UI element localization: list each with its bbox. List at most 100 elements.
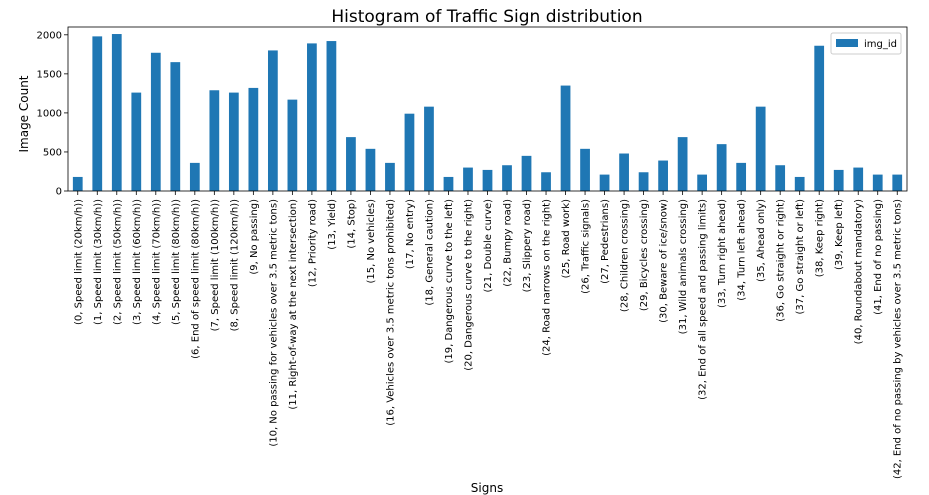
x-tick-label: (42, End of no passing by vehicles over … <box>893 199 904 479</box>
x-tick-label: (25, Road work) <box>561 199 572 278</box>
bar <box>365 148 376 191</box>
y-ticks-group: 0 500 1000 1500 2000 <box>37 30 68 198</box>
bar <box>267 50 278 191</box>
bar <box>814 45 825 191</box>
bar <box>853 167 864 191</box>
x-tick-label: (31, Wild animals crossing) <box>678 199 689 334</box>
bar <box>463 167 473 191</box>
y-tick-label: 1500 <box>37 69 62 80</box>
bar <box>560 85 571 191</box>
y-tick-label: 1000 <box>37 108 62 119</box>
bar <box>872 174 883 191</box>
bar <box>150 52 161 192</box>
bar <box>346 137 356 191</box>
x-tick-label: (33, Turn right ahead) <box>717 199 728 308</box>
x-axis-label: Signs <box>471 481 503 495</box>
bar <box>794 176 805 191</box>
bar <box>404 113 415 191</box>
bar <box>833 169 844 191</box>
x-tick-label: (10, No passing for vehicles over 3.5 me… <box>268 199 279 447</box>
bar <box>248 87 259 191</box>
x-tick-label: (38, Keep right) <box>815 199 826 277</box>
x-tick-label: (34, Turn left ahead) <box>737 199 748 301</box>
bar <box>638 172 649 191</box>
bar <box>541 172 551 191</box>
x-tick-label: (30, Beware of ice/snow) <box>659 199 670 323</box>
x-tick-label: (18, General caution) <box>424 199 435 306</box>
legend: img_id <box>830 32 902 55</box>
bar <box>209 90 220 191</box>
bar <box>755 106 766 191</box>
y-tick-label: 500 <box>43 147 62 158</box>
x-ticks-group: (0, Speed limit (20km/h)) (1, Speed limit… <box>73 191 904 479</box>
bar <box>72 176 83 191</box>
x-tick-label: (20, Dangerous curve to the right) <box>463 199 474 371</box>
x-tick-label: (26, Traffic signals) <box>581 199 592 294</box>
x-tick-label: (0, Speed limit (20km/h)) <box>73 199 84 325</box>
bar <box>736 162 747 191</box>
x-tick-label: (9, No passing) <box>249 199 260 275</box>
bar <box>697 174 708 191</box>
x-tick-label: (21, Double curve) <box>483 199 494 293</box>
bar <box>131 92 142 191</box>
x-tick-label: (6, End of speed limit (80km/h)) <box>190 199 201 359</box>
x-tick-label: (3, Speed limit (60km/h)) <box>132 199 143 325</box>
bar <box>287 99 298 191</box>
x-tick-label: (24, Road narrows on the right) <box>542 199 553 356</box>
x-tick-label: (1, Speed limit (30km/h)) <box>93 199 104 325</box>
legend-swatch <box>836 39 858 47</box>
legend-frame <box>830 32 902 55</box>
bar <box>92 36 103 191</box>
x-tick-label: (11, Right-of-way at the next intersecti… <box>288 199 299 410</box>
x-tick-label: (28, Children crossing) <box>620 199 631 312</box>
bar <box>307 43 317 192</box>
bar <box>170 62 181 192</box>
x-tick-label: (16, Vehicles over 3.5 metric tons prohi… <box>385 199 396 426</box>
bar <box>111 34 122 192</box>
x-tick-label: (41, End of no passing) <box>873 199 884 315</box>
bar <box>599 174 610 191</box>
x-tick-label: (5, Speed limit (80km/h)) <box>171 199 182 325</box>
bar <box>521 155 532 191</box>
bar <box>580 148 590 191</box>
x-tick-label: (27, Pedestrians) <box>600 199 611 284</box>
y-tick-label: 2000 <box>37 30 62 41</box>
bar <box>228 92 239 191</box>
bar <box>892 174 903 191</box>
bar <box>424 106 434 191</box>
y-tick-label: 0 <box>56 187 62 198</box>
bar <box>443 176 454 191</box>
bar <box>502 165 512 191</box>
bars-group <box>72 34 903 192</box>
x-tick-label: (12, Priority road) <box>307 199 318 287</box>
x-tick-label: (17, No entry) <box>405 199 416 269</box>
x-tick-label: (23, Slippery road) <box>522 199 533 292</box>
bar <box>326 41 337 191</box>
bar <box>775 165 786 191</box>
x-tick-label: (32, End of all speed and passing limits… <box>698 199 709 400</box>
bar <box>619 153 629 191</box>
x-tick-label: (36, Go straight or right) <box>776 199 787 322</box>
bar <box>482 169 493 191</box>
x-tick-label: (19, Dangerous curve to the left) <box>444 199 455 364</box>
bar <box>385 162 395 191</box>
x-tick-label: (8, Speed limit (120km/h)) <box>229 199 240 331</box>
bar <box>189 162 200 191</box>
chart-title: Histogram of Traffic Sign distribution <box>331 7 642 27</box>
bar <box>716 144 727 191</box>
x-tick-label: (13, Yield) <box>327 199 338 250</box>
x-tick-label: (15, No vehicles) <box>366 199 377 284</box>
bar <box>658 160 668 191</box>
x-tick-label: (39, Keep left) <box>834 199 845 270</box>
x-tick-label: (22, Bumpy road) <box>503 199 514 287</box>
x-tick-label: (37, Go straight or left) <box>795 199 806 315</box>
x-tick-label: (7, Speed limit (100km/h)) <box>210 199 221 331</box>
x-tick-label: (2, Speed limit (50km/h)) <box>112 199 123 325</box>
bar <box>677 137 688 191</box>
x-tick-label: (35, Ahead only) <box>756 199 767 282</box>
legend-label: img_id <box>864 39 897 50</box>
x-tick-label: (4, Speed limit (70km/h)) <box>151 199 162 325</box>
y-axis-label: Image Count <box>17 75 31 152</box>
